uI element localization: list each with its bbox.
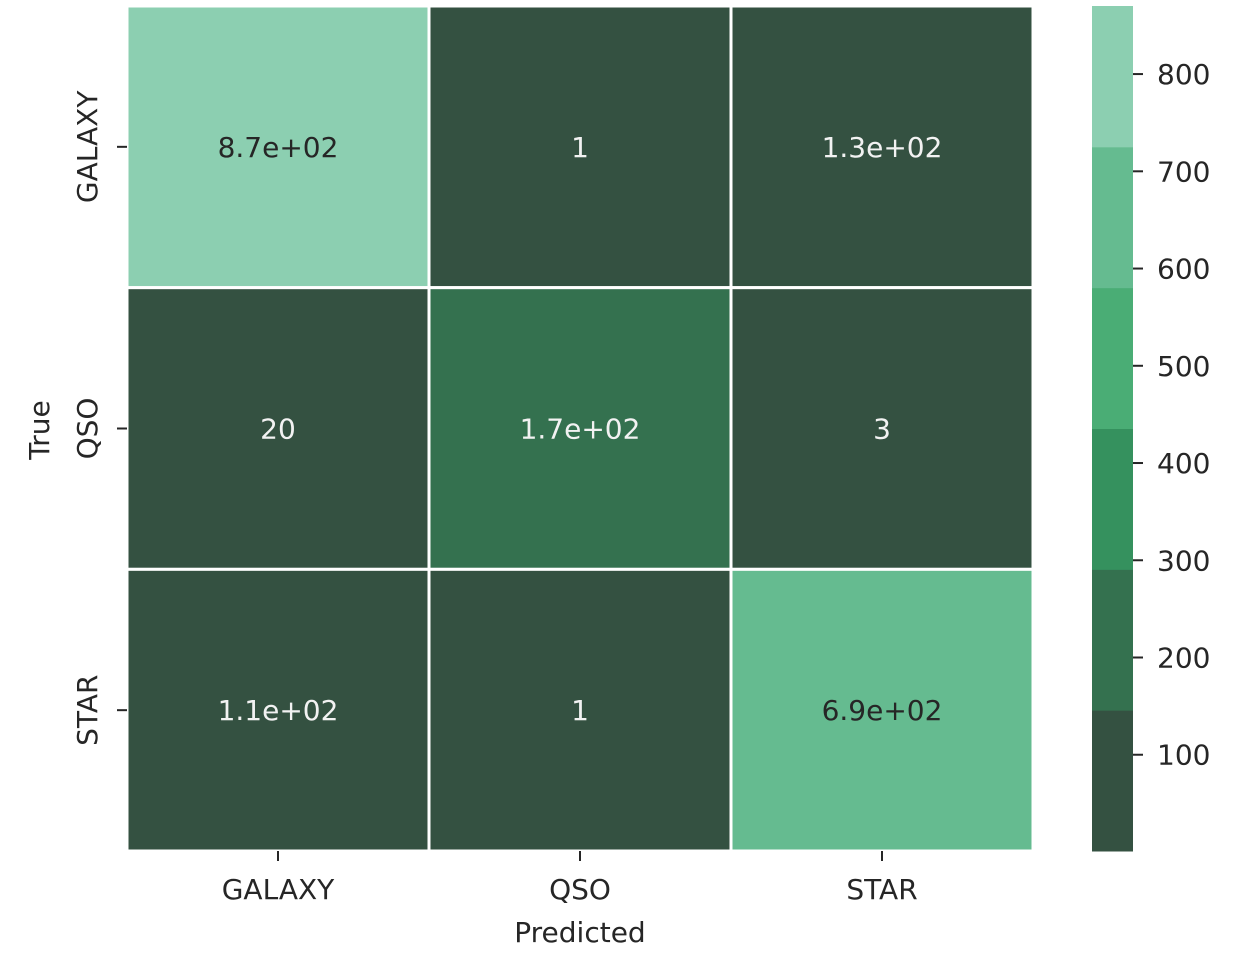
y-axis-label: True	[23, 400, 56, 460]
colorbar-tick-label: 500	[1157, 350, 1210, 383]
y-axis-ticks: GALAXY QSO STAR	[71, 90, 127, 746]
colorbar-band	[1092, 146, 1133, 289]
y-tick-label: QSO	[71, 398, 104, 460]
colorbar-tick-label: 200	[1157, 641, 1210, 674]
heatmap-cell	[125, 286, 431, 571]
cell-value-label: 1	[571, 131, 589, 164]
colorbar-band	[1092, 428, 1133, 570]
colorbar-tick-label: 800	[1157, 58, 1210, 91]
heatmap-cells	[125, 4, 1035, 853]
x-axis-ticks: GALAXY QSO STAR	[222, 851, 918, 906]
heatmap-cell	[729, 4, 1035, 290]
heatmap-cell	[427, 286, 733, 571]
x-tick-label: STAR	[846, 873, 917, 906]
colorbar-band	[1092, 287, 1133, 429]
colorbar-tick-label: 100	[1157, 739, 1210, 772]
cell-value-label: 20	[260, 413, 296, 446]
colorbar-tick-label: 700	[1157, 155, 1210, 188]
colorbar-band	[1092, 710, 1133, 852]
cell-value-label: 1.3e+02	[822, 131, 943, 164]
x-axis-label: Predicted	[514, 916, 645, 949]
heatmap-annotations: 8.7e+02 1 1.3e+02 20 1.7e+02 3 1.1e+02 1 6.9e+02	[218, 131, 943, 727]
cell-value-label: 1	[571, 694, 589, 727]
x-tick-label: QSO	[549, 873, 611, 906]
y-tick-label: STAR	[71, 675, 104, 746]
cell-value-label: 6.9e+02	[822, 694, 943, 727]
cell-value-label: 1.7e+02	[520, 413, 641, 446]
colorbar-tick-label: 600	[1157, 253, 1210, 286]
cell-value-label: 1.1e+02	[218, 694, 339, 727]
heatmap-cell	[427, 4, 733, 290]
colorbar-tick-label: 300	[1157, 544, 1210, 577]
y-tick-label: GALAXY	[71, 90, 104, 203]
colorbar	[1092, 6, 1133, 852]
colorbar-ticks: 100 200 300 400 500 600 700 800	[1133, 58, 1210, 772]
colorbar-band	[1092, 569, 1133, 711]
cell-value-label: 3	[873, 413, 891, 446]
cell-value-label: 8.7e+02	[218, 131, 339, 164]
x-tick-label: GALAXY	[222, 873, 335, 906]
heatmap-cell	[125, 4, 431, 290]
colorbar-band	[1092, 6, 1133, 148]
colorbar-tick-label: 400	[1157, 447, 1210, 480]
heatmap-cell	[729, 286, 1035, 571]
heatmap-cell	[427, 567, 733, 853]
